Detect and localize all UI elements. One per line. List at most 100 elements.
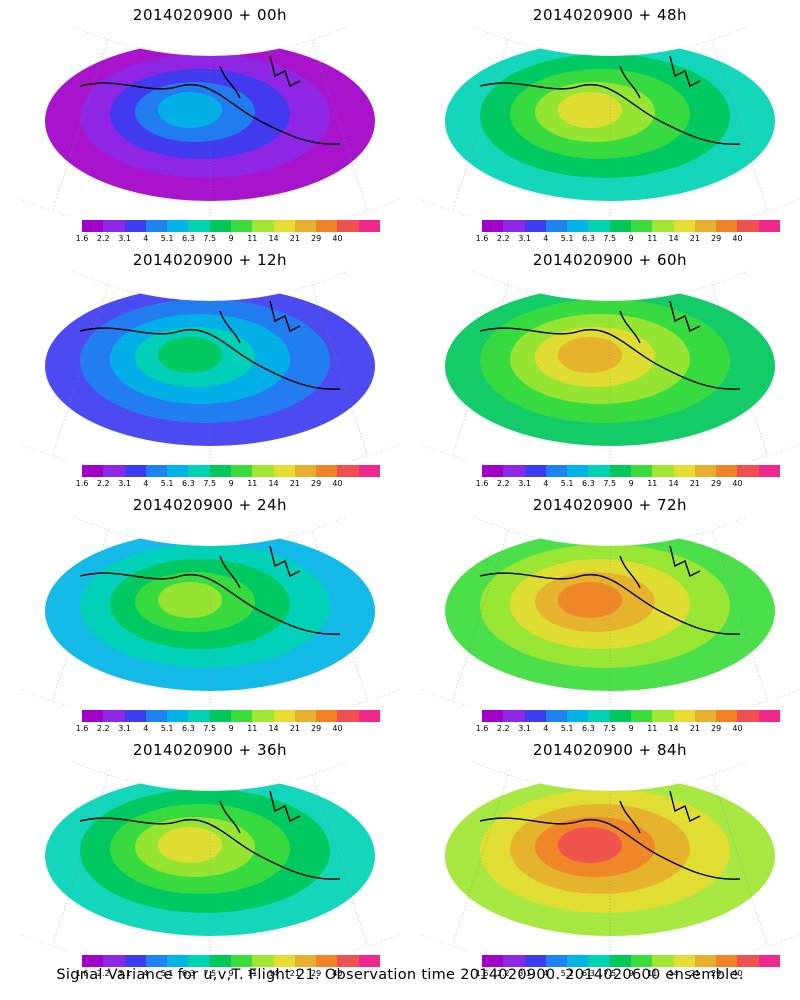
colorbar-swatch	[316, 465, 338, 477]
colorbar-tick-label: 11	[647, 479, 658, 488]
colorbar-tick-label: 29	[711, 969, 722, 978]
colorbar-swatch	[273, 220, 295, 232]
colorbar-swatch	[294, 465, 317, 477]
colorbar-tick-label: 9	[628, 724, 634, 733]
colorbar-swatch	[545, 955, 568, 967]
colorbar-swatch	[252, 220, 274, 232]
colorbar-swatch	[358, 465, 380, 477]
colorbar-swatch	[716, 710, 738, 722]
colorbar-swatch	[188, 465, 210, 477]
colorbar-labels: 1.6 2.2 3.1 4 5.1 6.3 7.5 9 11 14 21 29 40	[76, 234, 380, 246]
colorbar-swatch	[524, 465, 546, 477]
colorbar-swatch	[588, 465, 610, 477]
colorbar-tick-label: 4	[543, 724, 549, 733]
colorbar-tick-label: 2.2	[496, 724, 510, 733]
colorbar-swatch	[503, 220, 525, 232]
colorbar-swatch	[630, 955, 653, 967]
colorbar-swatch	[694, 955, 717, 967]
colorbar-swatch	[252, 465, 274, 477]
colorbar-swatch	[694, 710, 717, 722]
colorbar-swatch	[737, 465, 759, 477]
variance-map	[420, 271, 800, 461]
colorbar-tick-label: 40	[732, 479, 743, 488]
colorbar-swatch	[652, 465, 674, 477]
colorbar-tick-label: 11	[247, 234, 258, 243]
colorbar-tick-label: 5.1	[560, 969, 574, 978]
colorbar-tick-label: 2.2	[96, 234, 110, 243]
variance-map	[20, 516, 400, 706]
colorbar-swatch	[273, 465, 295, 477]
colorbar-tick-label: 14	[268, 969, 279, 978]
colorbar-tick-label: 4	[143, 479, 149, 488]
colorbar-tick-label: 14	[268, 479, 279, 488]
colorbar-swatch	[103, 465, 125, 477]
coastline	[79, 55, 341, 145]
colorbar-tick-label: 29	[711, 724, 722, 733]
colorbar-tick-label: 5.1	[160, 969, 174, 978]
colorbar-tick-label: 6.3	[582, 234, 595, 243]
colorbar-tick-label: 14	[668, 969, 679, 978]
colorbar-tick-label: 6.3	[582, 724, 595, 733]
colorbar-tick-label: 7.5	[203, 724, 217, 733]
colorbar-tick-label: 11	[647, 234, 658, 243]
coastline	[79, 545, 341, 635]
colorbar-tick-label: 4	[543, 479, 549, 488]
colorbar-tick-label: 1.6	[475, 234, 489, 243]
colorbar-tick-label: 5.1	[160, 479, 174, 488]
colorbar-swatch	[673, 955, 695, 967]
colorbar-tick-label: 14	[268, 234, 279, 243]
colorbar-swatch	[567, 710, 589, 722]
colorbar-swatch	[567, 220, 589, 232]
colorbar-swatch	[82, 220, 104, 232]
colorbar-tick-label: 7.5	[603, 969, 617, 978]
map-panel-24h: 2014020900 + 24h 1.6 2.2 3.1 4 5.1 6.3 7.5 9 11 14…	[20, 492, 400, 737]
colorbar-labels: 1.6 2.2 3.1 4 5.1 6.3 7.5 9 11 14 21 29 40	[476, 234, 780, 246]
colorbar-tick-label: 5.1	[160, 724, 174, 733]
variance-contour	[158, 337, 222, 373]
colorbar-swatch	[482, 710, 504, 722]
map-panel-72h: 2014020900 + 72h 1.6 2.2 3.1 4 5.1 6.3 7.5 9 11 14…	[420, 492, 800, 737]
colorbar-tick-label: 1.6	[475, 969, 489, 978]
colorbar-swatch	[609, 955, 631, 967]
colorbar-tick-label: 29	[711, 479, 722, 488]
colorbar-tick-label: 3.1	[118, 724, 131, 733]
colorbar-swatch	[609, 710, 631, 722]
colorbar-swatch	[503, 465, 525, 477]
colorbar-tick-label: 3.1	[518, 724, 531, 733]
colorbar-tick-label: 7.5	[603, 724, 617, 733]
colorbar-tick-label: 40	[332, 969, 343, 978]
colorbar-swatch	[758, 710, 780, 722]
colorbar-swatch	[230, 710, 253, 722]
colorbar-swatch	[630, 220, 653, 232]
colorbar-tick-label: 9	[228, 724, 234, 733]
colorbar-tick-label: 5.1	[560, 724, 574, 733]
panel-title: 2014020900 + 36h	[132, 741, 288, 759]
colorbar-swatch	[545, 465, 568, 477]
colorbar-tick-label: 6.3	[182, 479, 195, 488]
colorbar-swatch	[545, 710, 568, 722]
colorbar-tick-label: 4	[143, 724, 149, 733]
colorbar-tick-label: 11	[647, 969, 658, 978]
colorbar-tick-label: 40	[732, 724, 743, 733]
panel-title: 2014020900 + 00h	[132, 6, 288, 24]
colorbar-swatch	[567, 465, 589, 477]
colorbar-tick-label: 3.1	[118, 479, 131, 488]
colorbar-tick-label: 7.5	[203, 234, 217, 243]
colorbar-tick-label: 7.5	[203, 479, 217, 488]
variance-map	[20, 271, 400, 461]
colorbar-swatch	[337, 955, 359, 967]
colorbar-swatch	[145, 955, 168, 967]
colorbar-swatch	[209, 710, 231, 722]
colorbar-swatch	[188, 220, 210, 232]
colorbar-tick-label: 2.2	[96, 969, 110, 978]
colorbar-swatch	[124, 220, 146, 232]
coastline	[479, 790, 741, 880]
graticule-line	[52, 39, 109, 212]
coastline	[479, 55, 741, 145]
colorbar-tick-label: 3.1	[518, 969, 531, 978]
colorbar-tick-label: 29	[711, 234, 722, 243]
colorbar-swatch	[82, 710, 104, 722]
colorbar-tick-label: 1.6	[475, 724, 489, 733]
colorbar-swatch	[316, 220, 338, 232]
colorbar-swatch	[167, 955, 189, 967]
